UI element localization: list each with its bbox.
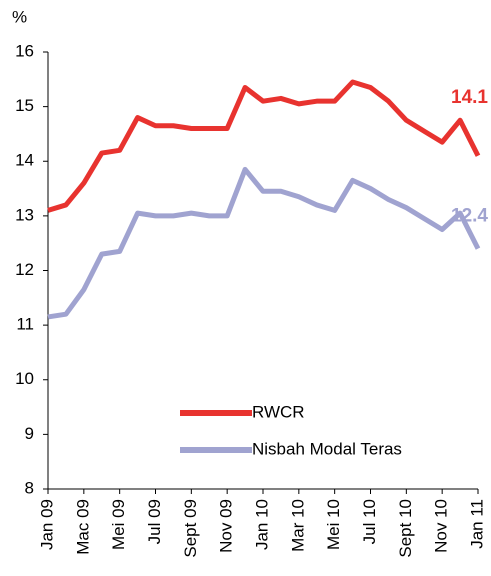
x-tick-label: Mei 09: [109, 499, 128, 550]
x-tick-label: Nov 09: [217, 499, 236, 553]
end-value-label: 14.1: [451, 87, 488, 108]
x-tick-label: Jan 11: [467, 499, 486, 549]
y-axis-label: %: [12, 7, 27, 26]
legend-label: Nisbah Modal Teras: [252, 439, 402, 458]
x-tick-label: Mac 09: [73, 499, 92, 555]
y-tick-label: 11: [16, 315, 34, 334]
x-tick-label: Nov 10: [432, 499, 451, 553]
y-tick-label: 16: [15, 41, 34, 60]
x-tick-label: Sept 09: [181, 499, 200, 558]
y-tick-label: 13: [15, 205, 34, 224]
y-tick-label: 10: [15, 369, 34, 388]
x-tick-label: Jul 09: [145, 499, 164, 544]
y-tick-label: 9: [25, 424, 34, 443]
x-tick-label: Jan 09: [37, 499, 56, 550]
series-line: [47, 166, 481, 320]
x-tick-label: Jul 10: [360, 499, 379, 544]
x-tick-label: Mei 10: [324, 499, 343, 550]
y-tick-label: 14: [15, 151, 34, 170]
y-tick-label: 12: [15, 260, 34, 279]
x-tick-label: Jan 10: [252, 499, 271, 550]
x-tick-label: Sept 10: [396, 499, 415, 558]
x-tick-label: Mar 10: [288, 499, 307, 552]
series-line: [47, 79, 481, 213]
legend-label: RWCR: [252, 402, 305, 421]
y-tick-label: 8: [25, 478, 34, 497]
end-value-label: 12.4: [451, 206, 488, 227]
y-tick-label: 15: [15, 96, 34, 115]
